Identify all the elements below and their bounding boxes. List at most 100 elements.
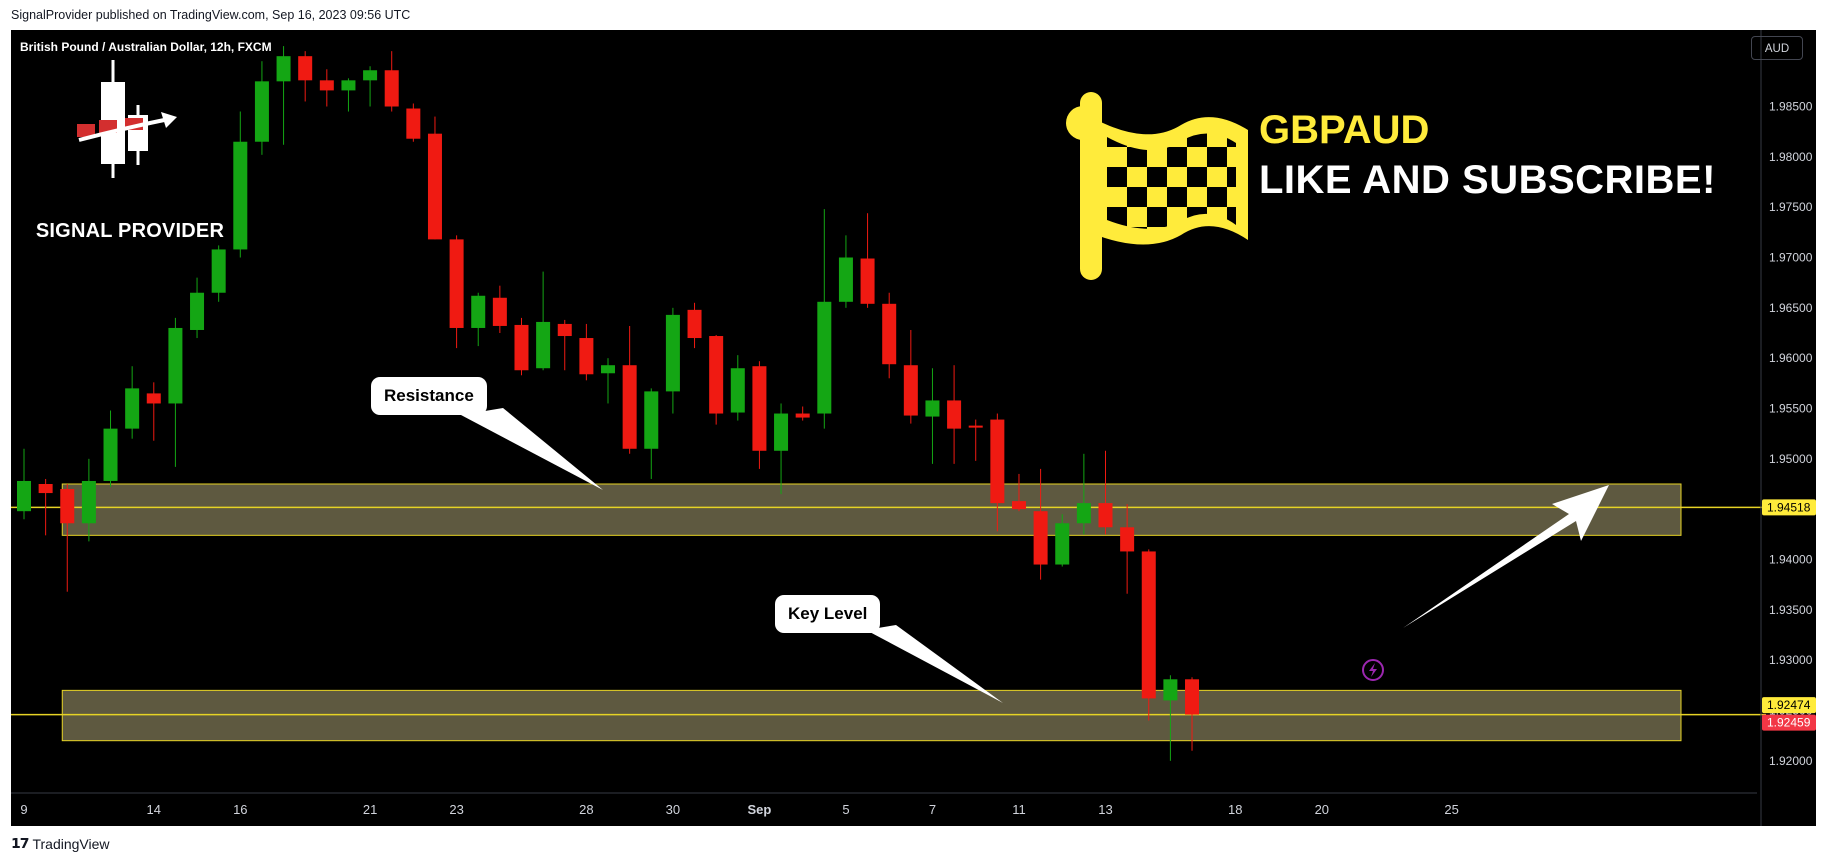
candle[interactable] — [384, 51, 399, 112]
candle[interactable] — [1011, 473, 1026, 512]
candle[interactable] — [341, 78, 356, 112]
candle-body — [17, 480, 31, 512]
candle-body — [622, 365, 637, 449]
candle[interactable] — [687, 302, 702, 349]
x-tick-label: 14 — [147, 802, 161, 817]
y-tick-label: 1.95000 — [1769, 452, 1813, 466]
candle-body — [103, 428, 118, 481]
key-level-zone[interactable] — [61, 689, 1682, 742]
candle[interactable] — [17, 448, 31, 520]
y-tick-label: 1.92000 — [1769, 754, 1813, 768]
candle-body — [1033, 511, 1048, 565]
svg-text:1.92474: 1.92474 — [1767, 698, 1811, 712]
candle[interactable] — [925, 368, 940, 464]
candle[interactable] — [406, 103, 421, 142]
resistance-callout[interactable]: Resistance — [371, 377, 487, 415]
candle[interactable] — [168, 317, 183, 467]
logo-text: SIGNAL PROVIDER — [35, 220, 225, 242]
candle[interactable] — [471, 292, 486, 347]
candle[interactable] — [882, 292, 897, 379]
promo-subscribe: LIKE AND SUBSCRIBE! — [1259, 158, 1716, 202]
candle[interactable] — [774, 403, 789, 495]
candle[interactable] — [1076, 453, 1091, 535]
x-tick-label: 11 — [1012, 802, 1026, 817]
candle[interactable] — [233, 111, 248, 258]
candle[interactable] — [665, 307, 680, 414]
candle[interactable] — [947, 365, 962, 464]
candle[interactable] — [254, 61, 269, 155]
candle[interactable] — [449, 235, 464, 349]
resistance-zone[interactable] — [61, 483, 1682, 536]
candle[interactable] — [1141, 549, 1156, 721]
candle[interactable] — [319, 69, 334, 107]
candle[interactable] — [427, 116, 442, 240]
candle[interactable] — [276, 46, 291, 145]
candle[interactable] — [752, 361, 767, 469]
candle[interactable] — [38, 478, 53, 536]
candle[interactable] — [795, 406, 810, 421]
candle[interactable] — [579, 323, 594, 381]
candle[interactable] — [644, 388, 659, 479]
svg-text:1.94518: 1.94518 — [1767, 500, 1811, 514]
candle[interactable] — [363, 66, 378, 107]
price-label: 1.92474 — [1762, 697, 1816, 714]
candle-body — [579, 338, 594, 375]
candle[interactable] — [60, 483, 75, 592]
candle-body — [730, 368, 745, 413]
candle[interactable] — [990, 413, 1005, 532]
candle[interactable] — [903, 329, 918, 424]
candle-body — [882, 303, 897, 365]
y-tick-label: 1.95500 — [1769, 402, 1813, 416]
candle[interactable] — [514, 317, 529, 376]
candle[interactable] — [709, 335, 724, 425]
chart-area[interactable]: 9 14 16 21 23 28 30 Sep 5 7 11 13 18 20 25 1.92000 1.92… — [11, 30, 1816, 826]
candle[interactable] — [1120, 504, 1135, 594]
candle[interactable] — [622, 325, 637, 454]
candle[interactable] — [492, 285, 507, 334]
svg-text:1.92459: 1.92459 — [1767, 716, 1811, 730]
price-labels: 1.94518 1.92474 1.92459 — [1762, 499, 1816, 731]
candle-body — [860, 258, 875, 304]
candle-body — [774, 413, 789, 451]
y-tick-label: 1.96000 — [1769, 351, 1813, 365]
candle[interactable] — [1033, 468, 1048, 580]
y-tick-label: 1.94000 — [1769, 552, 1813, 566]
candle-body — [1163, 679, 1178, 701]
candle[interactable] — [730, 355, 745, 421]
candle[interactable] — [81, 458, 96, 542]
candle[interactable] — [103, 410, 118, 488]
currency-button[interactable]: AUD — [1751, 36, 1803, 60]
candle[interactable] — [536, 271, 551, 371]
candle[interactable] — [1163, 675, 1178, 761]
candle[interactable] — [1185, 677, 1200, 751]
candle[interactable] — [968, 419, 983, 461]
candle-body — [990, 419, 1005, 504]
candle[interactable] — [838, 235, 853, 308]
candlestick-chart[interactable]: 9 14 16 21 23 28 30 Sep 5 7 11 13 18 20 25 1.92000 1.92… — [11, 30, 1816, 826]
candle[interactable] — [298, 51, 313, 102]
candle-body — [1055, 523, 1070, 565]
candle[interactable] — [125, 366, 140, 439]
candle[interactable] — [1098, 450, 1113, 535]
candle-body — [557, 323, 572, 337]
candle[interactable] — [1055, 514, 1070, 567]
candle[interactable] — [557, 319, 572, 371]
price-label: 1.94518 — [1762, 499, 1816, 516]
candle[interactable] — [190, 277, 205, 339]
candle[interactable] — [817, 209, 832, 429]
candle-body — [1011, 501, 1026, 510]
alert-icon[interactable] — [1362, 659, 1384, 681]
publisher-line: SignalProvider published on TradingView.… — [11, 8, 411, 22]
candle[interactable] — [860, 213, 875, 308]
candle[interactable] — [146, 382, 161, 441]
zones-layer — [61, 483, 1682, 742]
footer-brand-text: TradingView — [32, 835, 110, 852]
key-level-callout[interactable]: Key Level — [775, 595, 881, 633]
candle-body — [492, 297, 507, 326]
candle[interactable] — [211, 245, 226, 302]
footer-brand[interactable]: 𝟭𝟳 TradingView — [11, 835, 110, 852]
x-tick-label: 7 — [929, 802, 936, 817]
x-tick-label: 28 — [579, 802, 593, 817]
candle[interactable] — [601, 358, 616, 404]
candle-body — [903, 365, 918, 416]
